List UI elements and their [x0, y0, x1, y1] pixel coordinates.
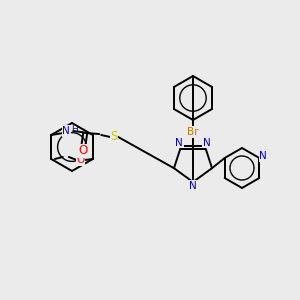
Text: N: N	[189, 181, 197, 191]
Text: H: H	[71, 124, 78, 134]
Text: O: O	[77, 155, 85, 165]
Text: N: N	[176, 138, 183, 148]
Text: N: N	[260, 151, 267, 161]
Text: S: S	[110, 130, 118, 143]
Text: N: N	[62, 126, 70, 136]
Text: O: O	[79, 145, 88, 158]
Text: N: N	[203, 138, 211, 148]
Text: Br: Br	[187, 127, 199, 137]
